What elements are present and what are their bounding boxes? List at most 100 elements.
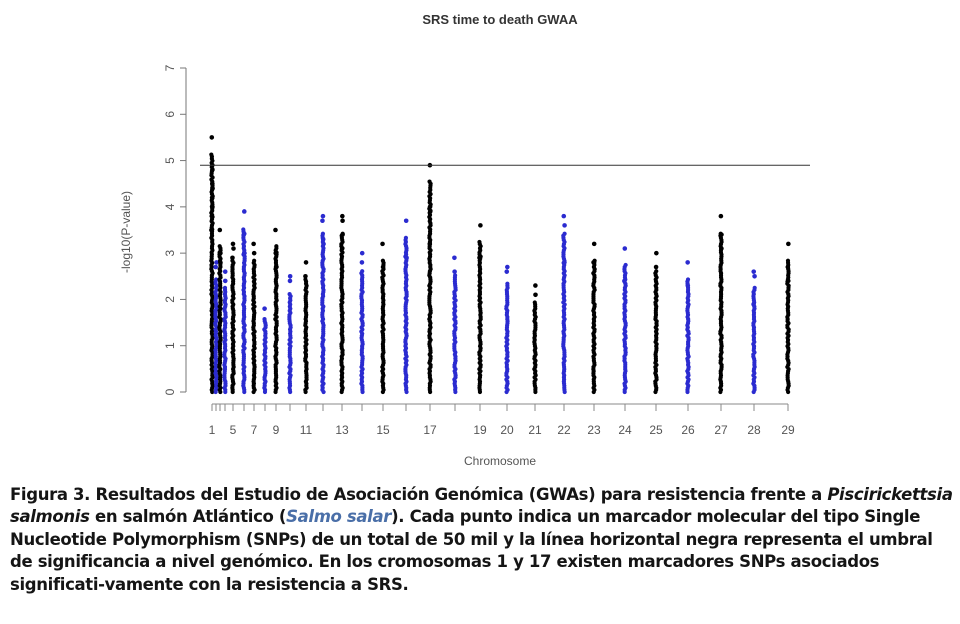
x-axis: 1 5 7 9 11 13 15 17 19 20 21 22 23 24 25 26 27 28 29 bbox=[209, 403, 795, 437]
snp-point bbox=[427, 204, 433, 210]
snp-point bbox=[752, 273, 757, 279]
caption-species-name: Salmo salar bbox=[286, 507, 392, 527]
caption-text-1: Figura 3. Resultados del Estudio de Asoc… bbox=[10, 485, 828, 504]
snp-point bbox=[477, 255, 482, 261]
x-axis-title: Chromosome bbox=[464, 454, 536, 468]
chromosome-20-points bbox=[504, 264, 510, 395]
snp-point bbox=[222, 269, 228, 274]
snp-point bbox=[785, 264, 791, 270]
snp-point bbox=[230, 241, 236, 247]
caption-text-2: en salmón Atlántico ( bbox=[89, 507, 287, 527]
snp-point bbox=[209, 195, 215, 200]
snp-point bbox=[222, 278, 228, 284]
chromosome-8-points bbox=[262, 306, 268, 395]
chromosome-22-points bbox=[561, 213, 567, 395]
snp-point bbox=[209, 227, 214, 233]
snp-point bbox=[719, 232, 724, 237]
snp-point bbox=[273, 250, 279, 256]
snp-point bbox=[654, 269, 659, 274]
snp-point bbox=[214, 260, 219, 265]
snp-point bbox=[452, 269, 457, 274]
x-tick-label: 19 bbox=[473, 423, 487, 437]
snp-point bbox=[339, 246, 345, 251]
x-tick-label: 1 bbox=[209, 423, 216, 437]
chromosome-13-points bbox=[339, 213, 345, 395]
chromosome-6-points bbox=[241, 209, 247, 395]
y-axis: 0 1 2 3 4 5 6 7 bbox=[163, 64, 187, 395]
snp-point bbox=[303, 273, 308, 279]
snp-point bbox=[380, 264, 386, 270]
snp-point bbox=[452, 273, 458, 278]
snp-point bbox=[241, 227, 246, 232]
y-axis-title: -log10(P-value) bbox=[119, 191, 133, 273]
snp-point bbox=[242, 209, 247, 214]
x-tick-label: 20 bbox=[500, 423, 514, 437]
chromosome-19-points bbox=[477, 223, 483, 395]
chromosome-17-points bbox=[427, 162, 433, 395]
snp-point bbox=[360, 269, 365, 274]
figure-caption: Figura 3. Resultados del Estudio de Asoc… bbox=[10, 484, 954, 596]
snp-point bbox=[653, 264, 659, 270]
snp-point bbox=[320, 213, 326, 219]
snp-point bbox=[213, 264, 219, 270]
snp-point bbox=[751, 301, 756, 307]
snp-point bbox=[209, 213, 215, 219]
chromosome-5-points bbox=[230, 241, 236, 395]
snp-point bbox=[340, 232, 345, 237]
snp-point bbox=[320, 236, 326, 242]
snp-point bbox=[241, 232, 247, 237]
y-tick-label: 7 bbox=[163, 64, 177, 71]
chromosome-1-points bbox=[209, 135, 215, 395]
snp-point bbox=[320, 231, 326, 236]
snp-point bbox=[718, 213, 724, 219]
chromosome-16-points bbox=[403, 218, 409, 395]
caption-pathogen-name: Piscirickettsia salmonis bbox=[10, 485, 953, 527]
snp-point bbox=[252, 258, 257, 263]
snp-point bbox=[591, 241, 597, 247]
snp-point bbox=[251, 241, 256, 247]
x-tick-label: 24 bbox=[618, 423, 632, 437]
snp-point bbox=[303, 260, 309, 265]
y-tick-label: 2 bbox=[163, 296, 177, 303]
snp-point bbox=[210, 167, 215, 173]
x-tick-label: 23 bbox=[587, 423, 601, 437]
snp-point bbox=[685, 277, 691, 282]
chromosome-15-points bbox=[380, 241, 386, 395]
x-tick-label: 28 bbox=[747, 423, 761, 437]
snp-point bbox=[786, 241, 791, 247]
x-tick-label: 9 bbox=[273, 423, 280, 437]
y-tick-label: 3 bbox=[163, 249, 177, 256]
x-tick-label: 5 bbox=[230, 423, 237, 437]
chromosome-25-points bbox=[653, 250, 659, 395]
snp-point bbox=[359, 250, 365, 256]
snp-point bbox=[452, 255, 457, 261]
y-tick-label: 6 bbox=[163, 111, 177, 118]
snp-point bbox=[217, 244, 222, 249]
chromosome-24-points bbox=[622, 246, 628, 395]
snp-point bbox=[591, 260, 596, 265]
snp-point bbox=[273, 264, 279, 270]
chromosome-11-points bbox=[303, 260, 309, 395]
snp-point bbox=[359, 260, 365, 265]
chromosome-23-points bbox=[591, 241, 597, 395]
snp-point bbox=[504, 269, 510, 274]
snp-point bbox=[218, 260, 223, 265]
caption-text-3: ). Cada punto indica un marcador molecul… bbox=[10, 507, 933, 594]
snp-point bbox=[505, 264, 510, 270]
snp-point bbox=[622, 246, 628, 251]
chromosome-12-points bbox=[320, 213, 326, 395]
snp-point bbox=[380, 258, 386, 263]
snp-point bbox=[251, 250, 257, 256]
snp-point bbox=[210, 181, 215, 187]
snp-point bbox=[403, 235, 409, 240]
snp-point bbox=[751, 269, 757, 274]
snp-point bbox=[262, 317, 267, 322]
snp-point bbox=[210, 204, 215, 210]
snp-point bbox=[273, 227, 278, 233]
y-tick-label: 5 bbox=[163, 157, 177, 164]
snp-point bbox=[340, 213, 345, 219]
snp-point bbox=[320, 218, 325, 224]
snp-point bbox=[427, 179, 432, 184]
snp-point bbox=[533, 283, 538, 288]
data-points bbox=[209, 135, 791, 395]
